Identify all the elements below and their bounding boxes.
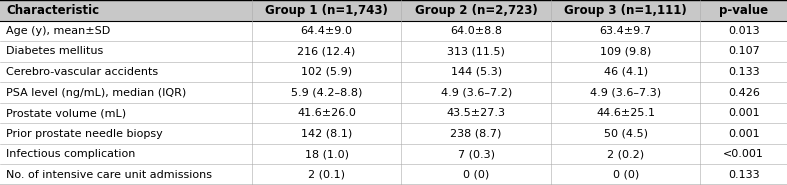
Bar (0, 123, 787, 144)
Bar (0, 21, 787, 41)
Bar (0, 164, 787, 185)
Text: 63.4±9.7: 63.4±9.7 (600, 26, 652, 36)
Text: Group 2 (n=2,723): Group 2 (n=2,723) (415, 4, 538, 17)
Text: Cerebro-vascular accidents: Cerebro-vascular accidents (6, 67, 158, 77)
Text: 4.9 (3.6–7.3): 4.9 (3.6–7.3) (590, 88, 661, 97)
Text: 0.107: 0.107 (728, 46, 759, 56)
Bar (0, 0, 787, 21)
Text: 0.013: 0.013 (728, 26, 759, 36)
Text: Group 1 (n=1,743): Group 1 (n=1,743) (265, 4, 388, 17)
Text: 7 (0.3): 7 (0.3) (457, 149, 495, 159)
Text: No. of intensive care unit admissions: No. of intensive care unit admissions (6, 170, 212, 180)
Text: 102 (5.9): 102 (5.9) (301, 67, 352, 77)
Text: 5.9 (4.2–8.8): 5.9 (4.2–8.8) (291, 88, 362, 97)
Text: 0.133: 0.133 (728, 67, 759, 77)
Text: 238 (8.7): 238 (8.7) (450, 129, 502, 139)
Text: Prostate volume (mL): Prostate volume (mL) (6, 108, 127, 118)
Text: 64.4±9.0: 64.4±9.0 (301, 26, 353, 36)
Text: 43.5±27.3: 43.5±27.3 (447, 108, 505, 118)
Text: 46 (4.1): 46 (4.1) (604, 67, 648, 77)
Text: 0 (0): 0 (0) (463, 170, 490, 180)
Text: 313 (11.5): 313 (11.5) (447, 46, 505, 56)
Text: Infectious complication: Infectious complication (6, 149, 135, 159)
Text: Diabetes mellitus: Diabetes mellitus (6, 46, 104, 56)
Bar (0, 103, 787, 123)
Text: 0.001: 0.001 (728, 108, 759, 118)
Text: 44.6±25.1: 44.6±25.1 (597, 108, 655, 118)
Text: 0.426: 0.426 (728, 88, 759, 97)
Text: Group 3 (n=1,111): Group 3 (n=1,111) (564, 4, 687, 17)
Text: 0.001: 0.001 (728, 129, 759, 139)
Text: 216 (12.4): 216 (12.4) (297, 46, 356, 56)
Text: 50 (4.5): 50 (4.5) (604, 129, 648, 139)
Text: 144 (5.3): 144 (5.3) (451, 67, 501, 77)
Text: Age (y), mean±SD: Age (y), mean±SD (6, 26, 110, 36)
Text: Characteristic: Characteristic (6, 4, 99, 17)
Text: 41.6±26.0: 41.6±26.0 (297, 108, 356, 118)
Text: 2 (0.1): 2 (0.1) (308, 170, 345, 180)
Text: 0 (0): 0 (0) (612, 170, 639, 180)
Text: 4.9 (3.6–7.2): 4.9 (3.6–7.2) (441, 88, 512, 97)
Text: Prior prostate needle biopsy: Prior prostate needle biopsy (6, 129, 163, 139)
Text: p-value: p-value (719, 4, 768, 17)
Text: 64.0±8.8: 64.0±8.8 (450, 26, 502, 36)
Text: 142 (8.1): 142 (8.1) (301, 129, 353, 139)
Text: 0.133: 0.133 (728, 170, 759, 180)
Text: 18 (1.0): 18 (1.0) (305, 149, 349, 159)
Text: 2 (0.2): 2 (0.2) (607, 149, 645, 159)
Bar (0, 41, 787, 62)
Bar (0, 62, 787, 82)
Text: <0.001: <0.001 (723, 149, 764, 159)
Bar (0, 82, 787, 103)
Text: 109 (9.8): 109 (9.8) (600, 46, 652, 56)
Bar (0, 144, 787, 164)
Text: PSA level (ng/mL), median (IQR): PSA level (ng/mL), median (IQR) (6, 88, 187, 97)
